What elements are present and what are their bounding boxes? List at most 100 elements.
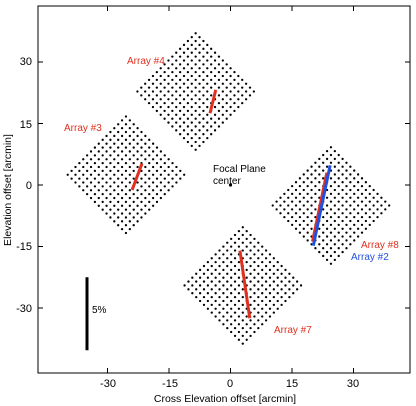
detector-dot [318, 235, 321, 238]
detector-dot [353, 200, 356, 203]
detector-dot [140, 130, 143, 134]
detector-dot [128, 173, 131, 176]
detector-dot [151, 150, 155, 153]
detector-dot [298, 184, 302, 188]
detector-dot [202, 295, 206, 299]
array-7-label: Array #7 [274, 325, 312, 336]
detector-dot [345, 177, 348, 180]
detector-dot [151, 204, 155, 207]
detector-dot [276, 261, 279, 264]
detector-dot [151, 82, 155, 85]
detector-dot [206, 67, 209, 70]
detector-dot [101, 154, 104, 157]
detector-dot [226, 257, 229, 260]
x-tick-label: -30 [100, 378, 116, 390]
array-3-label: Array #3 [64, 123, 102, 134]
detector-dot [171, 177, 174, 180]
detector-dot [213, 59, 217, 62]
detector-dot [105, 142, 108, 145]
detector-dot [218, 319, 221, 322]
detector-dot [186, 125, 190, 128]
detector-dot [233, 241, 237, 244]
detector-dot [349, 227, 352, 230]
detector-dot [82, 189, 85, 192]
detector-dot [167, 105, 170, 109]
detector-dot [341, 204, 344, 207]
detector-dot [302, 173, 305, 176]
detector-dot [202, 86, 205, 89]
detector-dot [159, 105, 162, 109]
detector-dot [337, 254, 340, 258]
detector-dot [233, 334, 237, 338]
detector-dot [264, 280, 268, 283]
detector-dot [175, 129, 178, 132]
detector-dot [225, 86, 228, 89]
detector-dot [241, 94, 244, 97]
detector-dot [144, 173, 147, 176]
detector-dot [292, 276, 295, 279]
detector-dot [182, 113, 186, 116]
detector-dot [155, 70, 158, 74]
detector-dot [217, 63, 221, 66]
detector-dot [314, 169, 317, 172]
detector-dot [284, 276, 287, 279]
detector-dot [310, 181, 313, 184]
detector-dot [85, 169, 89, 173]
detector-dot [132, 216, 135, 219]
detector-dot [190, 121, 193, 124]
detector-dot [132, 169, 135, 173]
detector-dot [89, 165, 93, 169]
detector-dot [128, 181, 131, 184]
detector-dot [376, 200, 379, 203]
detector-dot [159, 196, 163, 200]
detector-dot [171, 63, 174, 66]
detector-dot [329, 247, 333, 250]
detector-dot [167, 90, 170, 93]
detector-dot [163, 78, 166, 82]
detector-dot [128, 119, 131, 122]
detector-dot [349, 181, 352, 184]
detector-dot [194, 140, 197, 144]
detector-dot [132, 193, 135, 196]
detector-dot [175, 173, 178, 176]
detector-dot [210, 303, 213, 307]
detector-dot [97, 142, 100, 145]
detector-dot [70, 169, 73, 173]
detector-dot [140, 146, 143, 149]
detector-dot [287, 204, 290, 207]
detector-dot [190, 67, 193, 70]
detector-dot [294, 212, 298, 215]
detector-dot [233, 257, 237, 260]
detector-dot [306, 223, 309, 227]
detector-dot [364, 212, 368, 215]
detector-dot [198, 292, 202, 295]
detector-dot [117, 216, 120, 219]
detector-dot [82, 173, 85, 176]
detector-dot [272, 303, 275, 307]
detector-dot [190, 36, 193, 39]
detector-dot [345, 200, 348, 203]
detector-dot [210, 117, 213, 120]
y-axis-title: Elevation offset [arcmin] [2, 134, 14, 246]
detector-dot [268, 284, 272, 287]
detector-dot [337, 184, 340, 188]
detector-dot [233, 326, 237, 330]
detector-dot [349, 165, 352, 168]
detector-dot [368, 192, 371, 196]
detector-dot [237, 307, 241, 310]
detector-dot [128, 150, 131, 153]
detector-dot [230, 330, 233, 334]
detector-dot [182, 82, 186, 85]
detector-dot [364, 196, 368, 199]
detector-dot [356, 196, 360, 199]
detector-dot [214, 276, 217, 279]
detector-dot [159, 181, 163, 184]
detector-dot [155, 169, 159, 173]
detector-dot [105, 212, 108, 215]
detector-dot [341, 196, 344, 199]
detector-dot [249, 241, 252, 244]
detector-dot [241, 342, 244, 345]
detector-dot [249, 303, 252, 307]
detector-dot [368, 208, 371, 211]
detector-dot [210, 288, 213, 291]
